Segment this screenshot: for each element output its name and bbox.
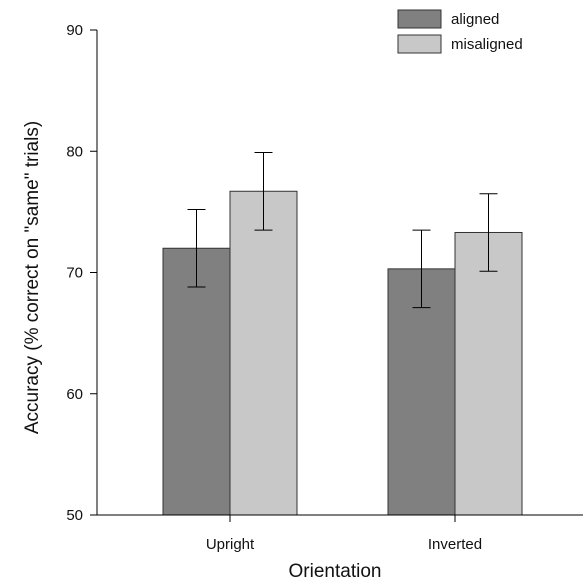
y-axis-title: Accuracy (% correct on "same" trials): [22, 121, 43, 434]
y-tick-label: 60: [66, 386, 83, 403]
y-tick-label: 80: [66, 143, 83, 160]
bar-misaligned-inverted: [454, 231, 523, 516]
legend-label: misaligned: [451, 36, 523, 53]
legend-swatch: [397, 9, 442, 29]
error-bar-aligned-inverted: [412, 229, 431, 309]
y-tick-label: 50: [66, 507, 83, 524]
bar-misaligned-upright: [229, 190, 298, 516]
legend-item-misaligned: misaligned: [397, 34, 523, 54]
bars: [162, 190, 523, 516]
x-axis-title: Orientation: [289, 561, 382, 582]
error-bar-aligned-upright: [187, 208, 206, 288]
bar-aligned-inverted: [387, 268, 456, 516]
legend-swatch: [397, 34, 442, 54]
y-axis-ticks: 50 60 70 80 90: [66, 22, 97, 524]
bar-aligned-upright: [162, 247, 231, 516]
y-tick-label: 70: [66, 265, 83, 282]
legend-label: aligned: [451, 11, 499, 28]
x-tick-label-upright: Upright: [206, 536, 255, 553]
error-bar-misaligned-inverted: [479, 193, 498, 272]
x-axis-ticks: Upright Inverted: [206, 515, 482, 553]
error-bars: [187, 151, 498, 309]
error-bar-misaligned-upright: [254, 151, 273, 231]
y-tick-label: 90: [66, 22, 83, 39]
x-tick-label-inverted: Inverted: [428, 536, 482, 553]
legend: aligned misaligned: [397, 9, 523, 54]
legend-item-aligned: aligned: [397, 9, 499, 29]
